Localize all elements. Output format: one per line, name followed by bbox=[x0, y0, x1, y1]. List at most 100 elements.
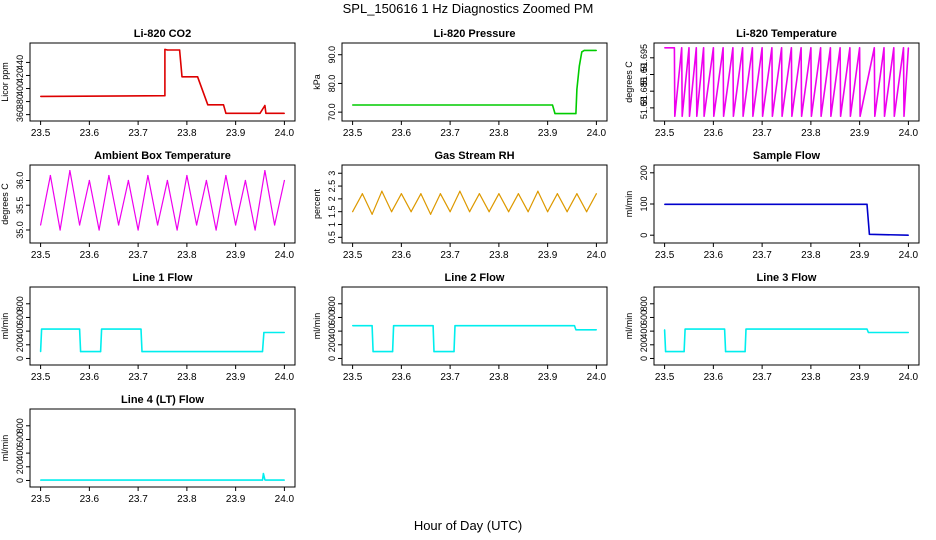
data-point bbox=[586, 211, 588, 213]
y-tick-label: 800 bbox=[15, 296, 25, 311]
data-point bbox=[791, 115, 793, 117]
data-point bbox=[695, 47, 697, 49]
data-point bbox=[745, 328, 747, 330]
data-point bbox=[410, 211, 412, 213]
y-tick-label: 0.5 bbox=[327, 231, 337, 244]
data-point bbox=[810, 115, 812, 117]
x-tick-label: 23.8 bbox=[489, 372, 509, 383]
data-point bbox=[264, 169, 266, 172]
data-point bbox=[98, 229, 100, 231]
data-point bbox=[595, 193, 598, 195]
x-tick-label: 23.8 bbox=[801, 250, 821, 261]
data-point bbox=[762, 115, 764, 117]
y-tick-label: 440 bbox=[15, 55, 25, 70]
y-tick-label: 600 bbox=[15, 310, 25, 325]
data-point bbox=[883, 47, 885, 49]
data-point bbox=[849, 115, 851, 117]
data-point bbox=[902, 47, 905, 49]
panel-title: Line 3 Flow bbox=[757, 272, 817, 284]
y-tick-label: 35.0 bbox=[15, 221, 25, 239]
data-point bbox=[801, 115, 803, 117]
data-point bbox=[261, 479, 264, 481]
data-point bbox=[537, 190, 539, 192]
x-tick-label: 24.0 bbox=[275, 250, 295, 261]
data-point bbox=[430, 213, 432, 215]
data-point bbox=[575, 329, 577, 331]
x-tick-label: 23.7 bbox=[440, 250, 460, 261]
x-tick-label: 23.9 bbox=[226, 372, 246, 383]
data-point bbox=[688, 47, 690, 49]
data-point bbox=[790, 47, 792, 49]
data-point bbox=[186, 174, 188, 177]
data-point bbox=[573, 325, 576, 327]
data-point bbox=[433, 351, 435, 353]
data-point bbox=[392, 325, 395, 327]
chart-panel-5: Gas Stream RH 23.5 23.6 23.7 23.8 23.9 24.0 0.5… bbox=[312, 150, 608, 261]
data-point bbox=[508, 211, 510, 213]
data-point bbox=[664, 203, 666, 205]
data-point bbox=[215, 229, 217, 231]
data-point bbox=[197, 76, 199, 78]
data-point bbox=[352, 104, 354, 106]
x-axis-title: Hour of Day (UTC) bbox=[413, 518, 523, 533]
data-point bbox=[469, 211, 471, 213]
data-point bbox=[140, 328, 142, 330]
data-point bbox=[371, 325, 373, 327]
data-point bbox=[352, 325, 354, 327]
plot-frame bbox=[29, 164, 296, 244]
data-point bbox=[166, 49, 168, 51]
data-point bbox=[210, 104, 212, 106]
data-point bbox=[400, 193, 402, 195]
data-series-line bbox=[352, 190, 597, 215]
data-point bbox=[883, 115, 886, 117]
data-point bbox=[49, 174, 51, 177]
panel-title: Li-820 Pressure bbox=[434, 28, 516, 40]
data-point bbox=[820, 115, 822, 117]
x-tick-label: 23.6 bbox=[392, 372, 412, 383]
plot-frame bbox=[341, 286, 608, 366]
chart-panel-8: Line 2 Flow 23.5 23.6 23.7 23.8 23.9 24.0 0 2004… bbox=[312, 272, 608, 383]
panel-title: Gas Stream RH bbox=[434, 150, 514, 162]
data-point bbox=[681, 115, 683, 117]
data-point bbox=[283, 479, 285, 481]
data-point bbox=[164, 48, 166, 50]
x-tick-label: 23.7 bbox=[128, 128, 148, 139]
data-point bbox=[866, 203, 868, 205]
x-tick-label: 23.8 bbox=[489, 250, 509, 261]
y-tick-label: 200 bbox=[639, 165, 649, 180]
x-tick-label: 24.0 bbox=[587, 372, 607, 383]
plot-frame bbox=[341, 164, 608, 244]
chart-panel-6: Sample Flow 23.5 23.6 23.7 23.8 23.9 24.0 0 100 2… bbox=[624, 150, 920, 261]
y-axis-label: ml/min bbox=[312, 313, 322, 340]
data-point bbox=[193, 76, 195, 78]
data-point bbox=[459, 190, 461, 192]
data-point bbox=[263, 331, 265, 334]
y-tick-label: 600 bbox=[15, 432, 25, 447]
data-point bbox=[391, 211, 393, 213]
data-point bbox=[517, 193, 519, 195]
data-point bbox=[265, 479, 267, 481]
data-point bbox=[178, 49, 181, 51]
x-tick-label: 23.6 bbox=[704, 250, 724, 261]
x-tick-label: 24.0 bbox=[275, 372, 295, 383]
y-tick-label: 0 bbox=[327, 356, 337, 361]
x-tick-label: 24.0 bbox=[587, 250, 607, 261]
data-series-line bbox=[40, 48, 285, 115]
plot-frame bbox=[29, 408, 296, 488]
data-point bbox=[551, 104, 554, 106]
data-point bbox=[595, 49, 598, 52]
data-point bbox=[681, 47, 683, 49]
data-point bbox=[688, 115, 691, 117]
data-point bbox=[283, 331, 285, 334]
data-point bbox=[99, 351, 102, 353]
data-point bbox=[147, 174, 149, 177]
x-tick-label: 23.9 bbox=[538, 128, 558, 139]
data-point bbox=[283, 112, 285, 114]
x-tick-label: 24.0 bbox=[587, 128, 607, 139]
data-point bbox=[868, 233, 870, 235]
x-tick-label: 23.5 bbox=[655, 128, 675, 139]
data-point bbox=[79, 351, 82, 353]
x-tick-label: 23.8 bbox=[801, 128, 821, 139]
data-point bbox=[674, 115, 676, 117]
data-point bbox=[839, 47, 841, 49]
